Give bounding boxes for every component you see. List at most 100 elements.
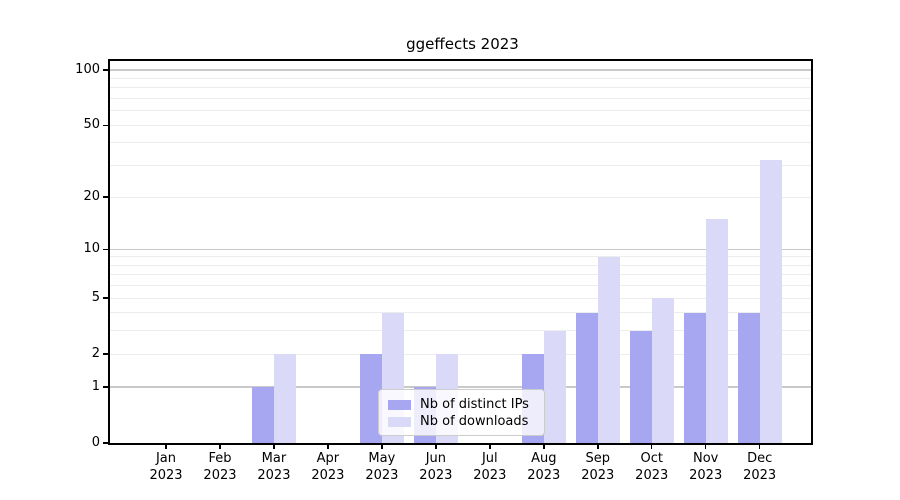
xtick-month: Apr: [316, 451, 340, 466]
xtick-label-aug: Aug 2023: [512, 450, 576, 484]
bar-distinct-ips-may: [359, 354, 382, 443]
bar-downloads-aug: [543, 330, 566, 443]
gridline-minor-80: [110, 87, 811, 89]
bar-distinct-ips-sep: [575, 312, 598, 443]
xtick-label-nov: Nov 2023: [674, 450, 738, 484]
xtick-label-mar: Mar 2023: [242, 450, 306, 484]
ytick-mark-2: [103, 353, 108, 355]
xtick-month: Nov: [693, 451, 719, 466]
gridline-major-10: [110, 248, 811, 250]
xtick-mark-jul: [489, 445, 491, 449]
xtick-month: Mar: [261, 451, 287, 466]
xtick-label-sep: Sep 2023: [566, 450, 630, 484]
gridline-minor-9: [110, 256, 811, 258]
ytick-mark-100: [103, 69, 108, 71]
xtick-mark-aug: [543, 445, 545, 449]
xtick-month: May: [368, 451, 396, 466]
xtick-month: Feb: [208, 451, 232, 466]
xtick-label-jan: Jan 2023: [134, 450, 198, 484]
xtick-mark-may: [381, 445, 383, 449]
gridline-minor-3: [110, 330, 811, 332]
ytick-mark-20: [103, 196, 108, 198]
legend-swatch-downloads: [388, 416, 411, 427]
legend-label-downloads: Nb of downloads: [420, 414, 529, 429]
xtick-label-feb: Feb 2023: [188, 450, 252, 484]
xtick-year: 2023: [743, 468, 777, 483]
xtick-year: 2023: [581, 468, 615, 483]
xtick-mark-dec: [758, 445, 761, 449]
gridline-minor-4: [110, 312, 811, 314]
xtick-month: Sep: [585, 451, 610, 466]
gridline-minor-50: [110, 124, 811, 126]
ytick-label-1: 1: [91, 378, 100, 394]
xtick-year: 2023: [257, 468, 291, 483]
xtick-year: 2023: [149, 468, 183, 483]
legend-swatch-distinct-ips: [388, 399, 411, 410]
gridline-minor-7: [110, 274, 811, 276]
gridline-minor-6: [110, 285, 811, 287]
xtick-month: Oct: [640, 451, 663, 466]
bar-distinct-ips-mar: [251, 386, 274, 443]
xtick-year: 2023: [311, 468, 345, 483]
bar-distinct-ips-dec: [737, 312, 760, 443]
legend-entry-downloads: Nb of downloads: [388, 413, 535, 430]
xtick-mark-oct: [650, 445, 653, 449]
bar-downloads-nov: [705, 218, 728, 443]
xtick-label-may: May 2023: [350, 450, 414, 484]
ytick-mark-10: [103, 248, 108, 250]
gridline-minor-90: [110, 78, 811, 80]
bar-downloads-oct: [651, 298, 674, 443]
bar-downloads-sep: [597, 256, 620, 443]
xtick-month: Aug: [531, 451, 557, 466]
xtick-label-jun: Jun 2023: [404, 450, 468, 484]
gridline-major-100: [110, 69, 811, 71]
ytick-mark-5: [103, 297, 108, 299]
ytick-label-100: 100: [75, 62, 100, 78]
xtick-year: 2023: [689, 468, 723, 483]
xtick-year: 2023: [527, 468, 561, 483]
ytick-label-2: 2: [91, 346, 100, 362]
xtick-month: Jan: [155, 451, 177, 466]
ytick-mark-0: [103, 442, 108, 444]
gridline-minor-20: [110, 196, 811, 198]
xtick-year: 2023: [419, 468, 453, 483]
bar-distinct-ips-nov: [683, 312, 706, 443]
bar-downloads-dec: [759, 160, 782, 443]
xtick-label-jul: Jul 2023: [458, 450, 522, 484]
bar-distinct-ips-oct: [629, 330, 652, 443]
legend-label-distinct-ips: Nb of distinct IPs: [420, 397, 529, 412]
xtick-mark-mar: [273, 445, 275, 449]
gridline-minor-40: [110, 142, 811, 144]
gridline-minor-2: [110, 353, 811, 355]
ytick-label-50: 50: [83, 117, 100, 133]
ytick-label-20: 20: [83, 189, 100, 204]
xtick-month: Jun: [425, 451, 446, 466]
xtick-year: 2023: [473, 468, 507, 483]
xtick-year: 2023: [365, 468, 399, 483]
legend-entry-distinct-ips: Nb of distinct IPs: [388, 396, 535, 413]
xtick-label-apr: Apr 2023: [296, 450, 360, 484]
xtick-label-dec: Dec 2023: [728, 450, 792, 484]
plot-area: [110, 61, 811, 443]
gridline-minor-70: [110, 98, 811, 100]
gridline-minor-30: [110, 165, 811, 167]
xtick-mark-sep: [597, 445, 599, 449]
xtick-month: Dec: [747, 451, 773, 466]
chart-title: ggeffects 2023: [406, 35, 519, 53]
xtick-year: 2023: [203, 468, 237, 483]
ytick-label-5: 5: [91, 290, 100, 306]
legend: Nb of distinct IPs Nb of downloads: [378, 389, 545, 436]
ytick-mark-50: [103, 124, 108, 127]
ytick-label-10: 10: [83, 241, 100, 257]
xtick-mark-apr: [327, 445, 329, 449]
xtick-mark-feb: [219, 445, 221, 449]
xtick-label-oct: Oct 2023: [620, 450, 684, 484]
xtick-month: Jul: [481, 451, 498, 466]
xtick-mark-jun: [435, 445, 437, 449]
ytick-label-0: 0: [91, 435, 100, 450]
gridline-minor-60: [110, 110, 811, 112]
gridline-minor-5: [110, 297, 811, 299]
ytick-mark-1: [103, 386, 108, 388]
bar-downloads-mar: [273, 354, 296, 443]
